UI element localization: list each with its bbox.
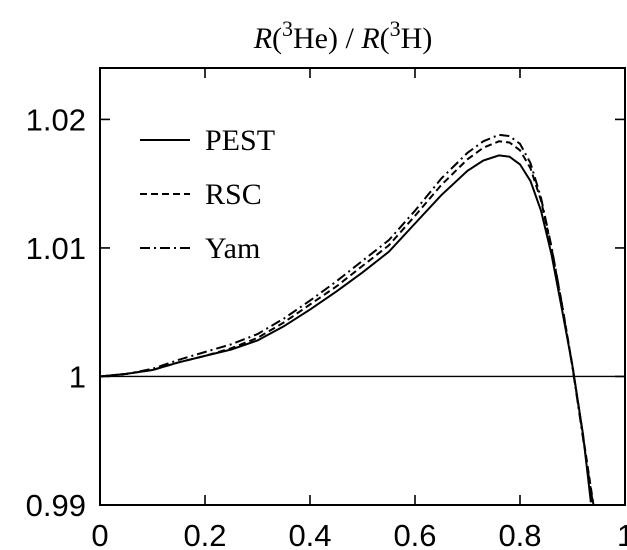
chart-title: R(3He) / R(3H) <box>253 16 433 56</box>
legend: PEST RSC Yam <box>140 124 275 265</box>
series-lines <box>100 135 594 508</box>
x-tick-label: 0.8 <box>498 518 541 550</box>
title-part: He) / <box>293 22 361 55</box>
x-tick-label: 0 <box>91 518 108 550</box>
legend-label-rsc: RSC <box>205 178 262 211</box>
title-part: R <box>360 22 379 55</box>
title-part: 3 <box>282 16 293 41</box>
series-line-rsc <box>100 141 594 505</box>
title-part: 3 <box>390 16 401 41</box>
y-tick-label: 1 <box>69 359 86 394</box>
series-line-yam <box>100 135 594 508</box>
x-tick-label: 0.4 <box>288 518 331 550</box>
plot-frame <box>100 68 625 505</box>
y-axis-ticks: 0.99 1 1.01 1.02 <box>26 102 625 523</box>
x-tick-label: 0.2 <box>183 518 226 550</box>
legend-label-yam: Yam <box>205 232 260 265</box>
y-tick-label: 1.01 <box>26 231 86 266</box>
x-tick-label: 1 <box>617 518 627 550</box>
y-tick-label: 1.02 <box>26 102 86 137</box>
legend-label-pest: PEST <box>205 124 275 157</box>
series-line-pest <box>100 155 591 502</box>
x-tick-label: 0.6 <box>393 518 436 550</box>
title-part: ( <box>380 22 390 55</box>
title-part: H) <box>401 22 433 55</box>
title-part: ( <box>272 22 282 55</box>
y-tick-label: 0.99 <box>26 488 86 523</box>
title-part: R <box>253 22 272 55</box>
